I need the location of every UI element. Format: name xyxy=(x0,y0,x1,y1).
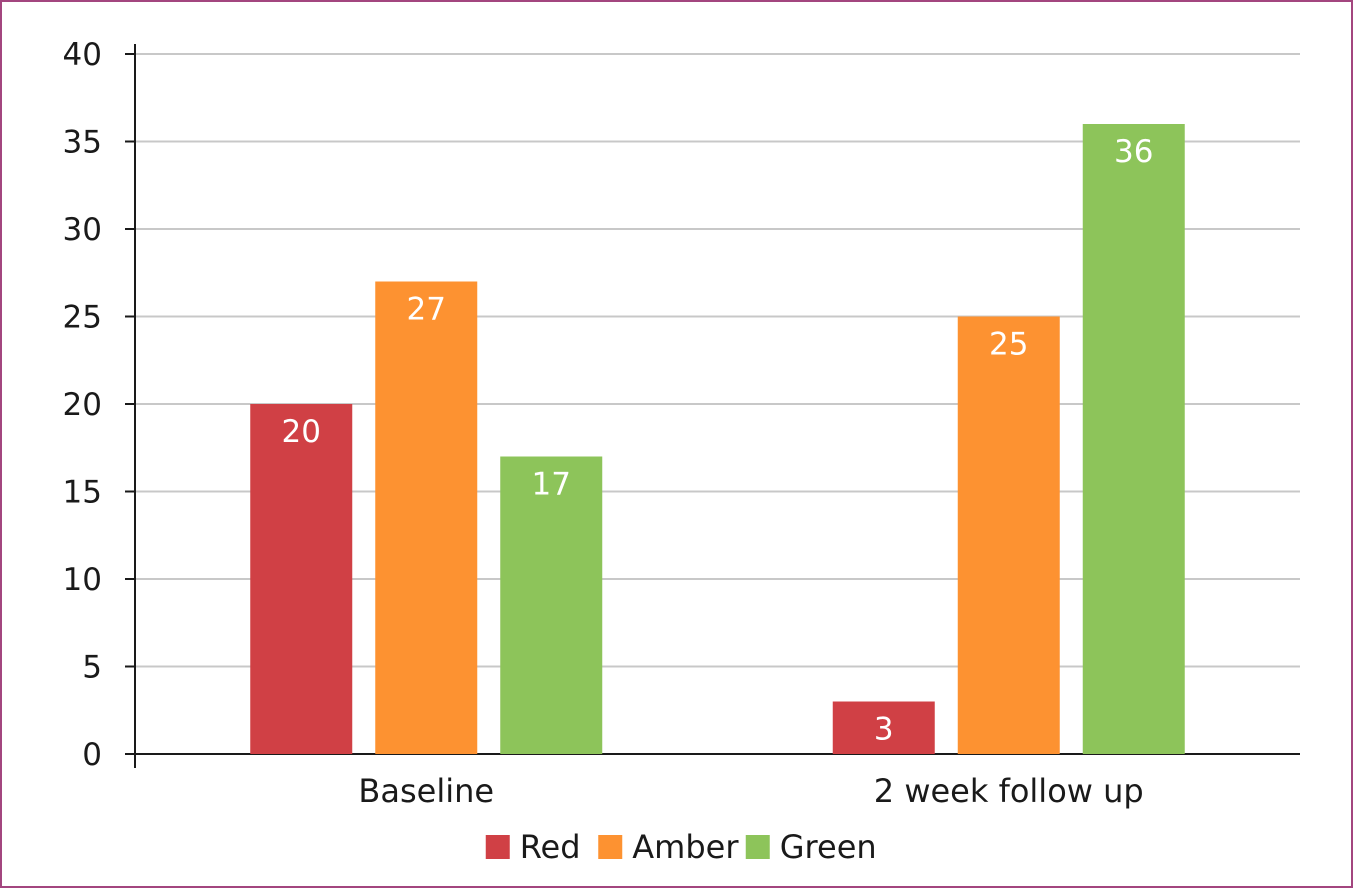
y-tick-label-40: 40 xyxy=(63,37,102,73)
data-label-amber-0: 27 xyxy=(407,292,446,328)
data-label-red-1: 3 xyxy=(874,712,894,748)
bar-red-0 xyxy=(250,404,353,754)
y-tick-label-15: 15 xyxy=(63,475,102,511)
y-tick-label-10: 10 xyxy=(63,562,102,598)
x-tick-label-1: 2 week follow up xyxy=(874,772,1144,810)
legend-swatch-amber xyxy=(598,835,623,859)
bar-amber-0 xyxy=(375,281,478,754)
y-tick-label-0: 0 xyxy=(82,737,102,773)
data-label-red-0: 20 xyxy=(282,414,321,450)
y-tick-label-20: 20 xyxy=(63,387,102,423)
data-label-amber-1: 25 xyxy=(989,327,1028,363)
legend-label-amber: Amber xyxy=(632,828,739,866)
bar-amber-1 xyxy=(957,316,1060,754)
y-tick-label-25: 25 xyxy=(63,300,102,336)
data-label-green-1: 36 xyxy=(1114,134,1153,170)
legend-label-red: Red xyxy=(520,828,581,866)
bar-green-0 xyxy=(500,456,603,754)
y-tick-label-5: 5 xyxy=(82,650,102,686)
x-tick-label-0: Baseline xyxy=(358,772,494,810)
legend-swatch-green xyxy=(745,835,770,859)
bar-red-1 xyxy=(832,701,935,754)
legend-swatch-red xyxy=(485,835,510,859)
data-label-green-0: 17 xyxy=(532,467,571,503)
legend-label-green: Green xyxy=(780,828,877,866)
y-tick-label-35: 35 xyxy=(63,125,102,161)
y-tick-label-30: 30 xyxy=(63,212,102,248)
bar-green-1 xyxy=(1082,124,1185,754)
